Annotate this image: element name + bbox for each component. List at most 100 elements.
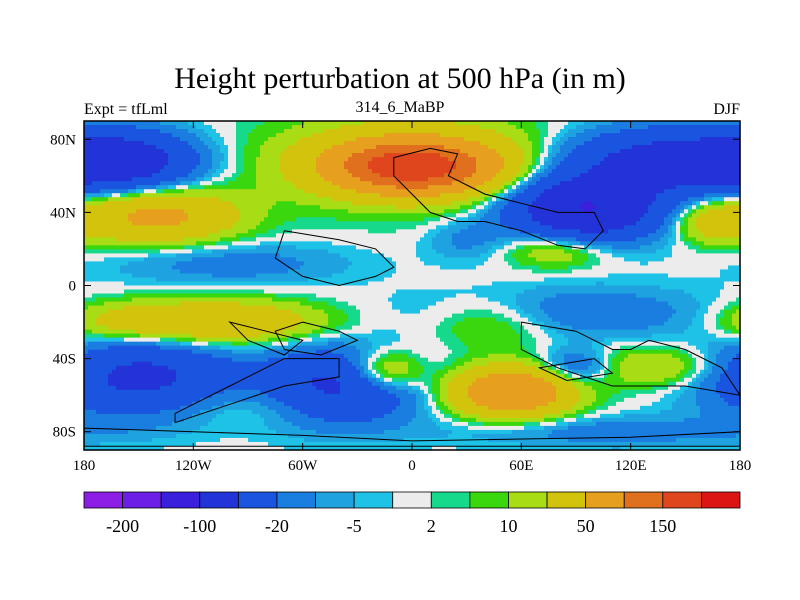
field-cell <box>484 161 489 166</box>
field-cell <box>156 201 161 206</box>
field-cell <box>256 125 261 130</box>
field-cell <box>248 141 253 146</box>
field-cell <box>200 189 205 194</box>
field-cell <box>284 225 289 230</box>
field-cell <box>636 165 641 170</box>
field-cell <box>168 153 173 158</box>
field-cell <box>536 137 541 142</box>
field-cell <box>380 209 385 214</box>
field-cell <box>600 121 605 126</box>
field-cell <box>452 181 457 186</box>
field-cell <box>668 121 673 126</box>
field-cell <box>264 173 269 178</box>
field-cell <box>668 129 673 134</box>
field-cell <box>604 201 609 206</box>
field-cell <box>244 189 249 194</box>
field-cell <box>704 129 709 134</box>
field-cell <box>340 129 345 134</box>
field-cell <box>172 193 177 198</box>
field-cell <box>352 205 357 210</box>
field-cell <box>576 217 581 222</box>
field-cell <box>484 189 489 194</box>
field-cell <box>728 205 733 210</box>
field-cell <box>580 181 585 186</box>
field-cell <box>452 213 457 218</box>
field-cell <box>652 233 657 238</box>
field-cell <box>208 161 213 166</box>
field-cell <box>444 217 449 222</box>
field-cell <box>664 169 669 174</box>
field-cell <box>268 169 273 174</box>
field-cell <box>200 153 205 158</box>
field-cell <box>220 153 225 158</box>
field-cell <box>212 189 217 194</box>
field-cell <box>544 173 549 178</box>
field-cell <box>480 125 485 130</box>
field-cell <box>476 153 481 158</box>
field-cell <box>712 153 717 158</box>
field-cell <box>444 193 449 198</box>
field-cell <box>316 153 321 158</box>
field-cell <box>476 137 481 142</box>
field-cell <box>652 197 657 202</box>
field-cell <box>732 129 737 134</box>
field-cell <box>84 141 89 146</box>
field-cell <box>276 141 281 146</box>
field-cell <box>600 213 605 218</box>
field-cell <box>236 205 241 210</box>
field-cell <box>204 149 209 154</box>
field-cell <box>320 137 325 142</box>
field-cell <box>120 201 125 206</box>
field-cell <box>136 173 141 178</box>
field-cell <box>124 137 129 142</box>
field-cell <box>480 149 485 154</box>
field-cell <box>728 213 733 218</box>
field-cell <box>408 197 413 202</box>
field-cell <box>184 157 189 162</box>
field-cell <box>360 237 365 242</box>
field-cell <box>728 133 733 138</box>
field-cell <box>172 185 177 190</box>
field-cell <box>616 121 621 126</box>
field-cell <box>628 197 633 202</box>
field-cell <box>412 141 417 146</box>
field-cell <box>692 145 697 150</box>
field-cell <box>704 145 709 150</box>
field-cell <box>156 209 161 214</box>
field-cell <box>264 241 269 246</box>
field-cell <box>300 173 305 178</box>
field-cell <box>172 125 177 130</box>
field-cell <box>116 201 121 206</box>
field-cell <box>412 229 417 234</box>
field-cell <box>528 193 533 198</box>
field-cell <box>592 209 597 214</box>
field-cell <box>656 145 661 150</box>
field-cell <box>700 193 705 198</box>
field-cell <box>288 209 293 214</box>
field-cell <box>152 233 157 238</box>
field-cell <box>432 157 437 162</box>
field-cell <box>560 141 565 146</box>
field-cell <box>196 225 201 230</box>
field-cell <box>376 233 381 238</box>
field-cell <box>280 181 285 186</box>
field-cell <box>624 185 629 190</box>
field-cell <box>548 141 553 146</box>
field-cell <box>228 157 233 162</box>
field-cell <box>716 177 721 182</box>
field-cell <box>360 141 365 146</box>
field-cell <box>456 161 461 166</box>
field-cell <box>496 237 501 242</box>
field-cell <box>552 181 557 186</box>
field-cell <box>128 133 133 138</box>
field-cell <box>164 125 169 130</box>
field-cell <box>424 205 429 210</box>
field-cell <box>584 193 589 198</box>
field-cell <box>672 189 677 194</box>
field-cell <box>652 201 657 206</box>
field-cell <box>120 225 125 230</box>
field-cell <box>92 221 97 226</box>
field-cell <box>100 237 105 242</box>
field-cell <box>540 161 545 166</box>
field-cell <box>112 161 117 166</box>
